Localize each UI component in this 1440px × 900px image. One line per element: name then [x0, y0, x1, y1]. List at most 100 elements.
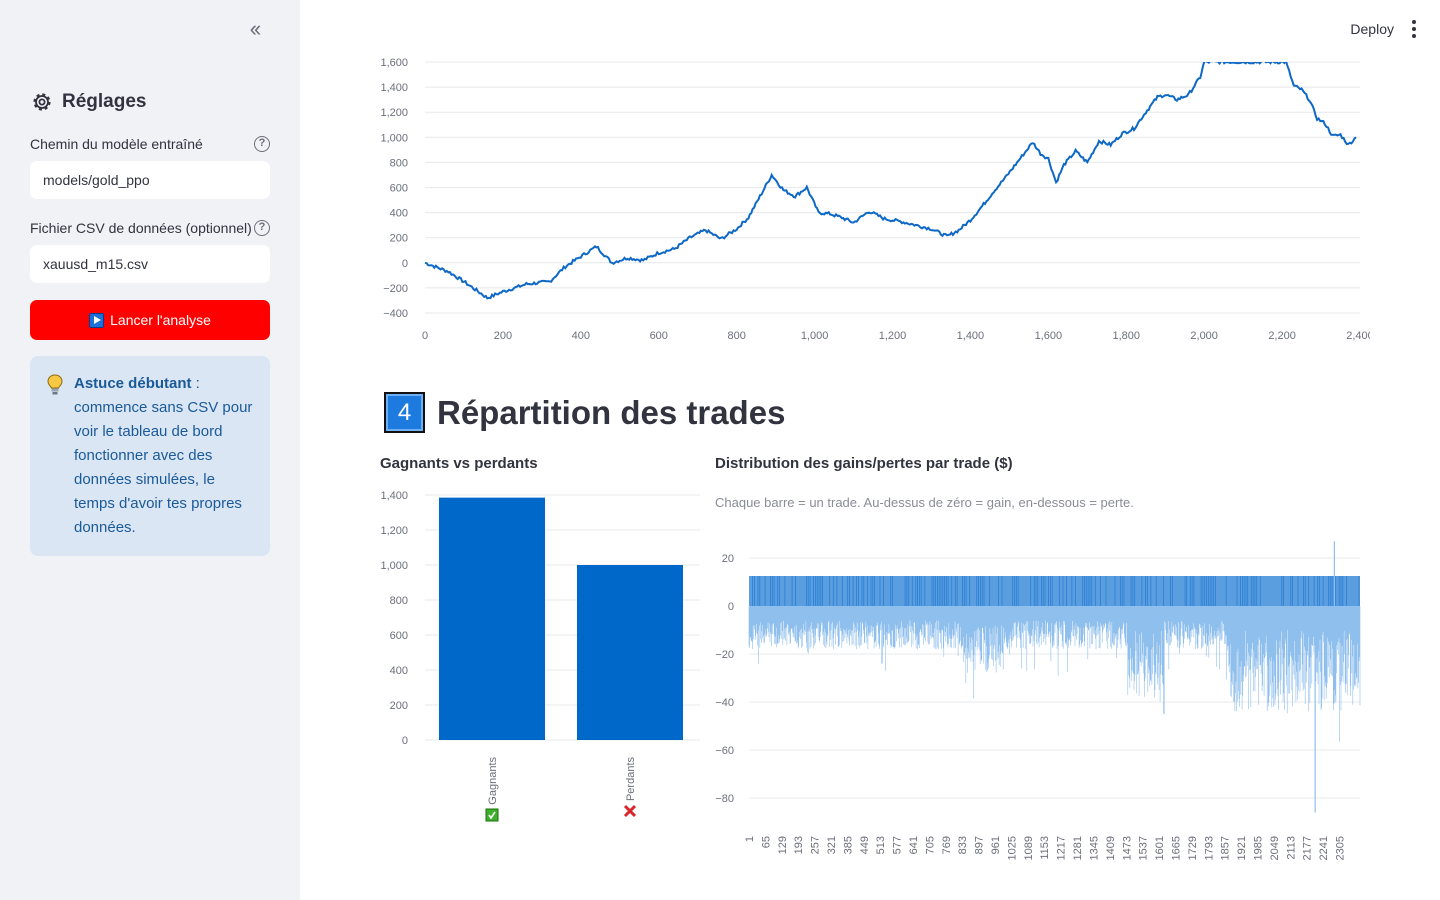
- model-help-icon[interactable]: ?: [254, 136, 270, 152]
- distribution-caption: Chaque barre = un trade. Au-dessus de zé…: [715, 495, 1134, 510]
- equity-x-tick: 400: [572, 330, 590, 342]
- dist-x-tick: 1153: [1039, 836, 1051, 860]
- equity-x-tick: 2,400: [1346, 330, 1370, 342]
- csv-file-input[interactable]: [30, 245, 270, 283]
- winloss-y-tick: 600: [390, 630, 408, 642]
- equity-x-tick: 1,600: [1035, 330, 1063, 342]
- winloss-x-tick: Perdants: [625, 757, 637, 802]
- model-path-input[interactable]: [30, 161, 270, 199]
- dist-x-tick: 2241: [1318, 836, 1330, 860]
- dist-x-tick: 1409: [1105, 836, 1117, 860]
- run-analysis-label: Lancer l'analyse: [110, 312, 211, 328]
- section-header: 4 Répartition des trades: [384, 392, 785, 433]
- winloss-y-tick: 0: [402, 735, 408, 747]
- win-loss-title: Gagnants vs perdants: [380, 455, 538, 472]
- winloss-x-tick: Gagnants: [487, 757, 499, 805]
- dist-x-tick: 2177: [1302, 836, 1314, 860]
- dist-x-tick: 257: [810, 836, 822, 854]
- distribution-chart: 20 0 −20 −40 −60 −80 1 65 129 193 257 321 385 449 513 5…: [715, 541, 1361, 860]
- dist-x-tick: 2113: [1285, 836, 1297, 860]
- dist-x-tick: 193: [793, 836, 805, 854]
- dist-x-tick: 1473: [1121, 836, 1133, 860]
- dist-y-tick: 20: [722, 553, 734, 565]
- more-menu-icon[interactable]: [1412, 20, 1416, 38]
- tip-bold: Astuce débutant: [74, 375, 192, 392]
- play-icon: [89, 312, 105, 328]
- equity-chart: 1,600 1,400 1,200 1,000 800 600 400 200 0 −200 −40…: [380, 57, 1370, 342]
- equity-x-tick: 2,200: [1268, 330, 1296, 342]
- winloss-y-tick: 1,200: [380, 525, 408, 537]
- equity-y-tick: −400: [383, 308, 408, 320]
- dist-x-tick: 1089: [1023, 836, 1035, 860]
- run-analysis-button[interactable]: Lancer l'analyse: [30, 300, 270, 340]
- dist-gain-bars: [752, 576, 1360, 606]
- dist-gain-band: [749, 576, 1360, 606]
- equity-y-tick: −200: [383, 283, 408, 295]
- dist-x-tick: 577: [892, 836, 904, 854]
- dist-x-tick: 1345: [1089, 836, 1101, 860]
- check-mark-icon: [485, 808, 499, 822]
- winloss-y-tick: 400: [390, 665, 408, 677]
- dist-x-tick: 1857: [1220, 836, 1232, 860]
- equity-x-tick: 1,800: [1112, 330, 1140, 342]
- deploy-button[interactable]: Deploy: [1350, 21, 1394, 37]
- dist-x-tick: 65: [760, 836, 772, 848]
- equity-x-tick: 200: [494, 330, 512, 342]
- distribution-title: Distribution des gains/pertes par trade …: [715, 455, 1013, 472]
- dist-extremes: [881, 541, 1335, 813]
- dist-x-tick: 1537: [1138, 836, 1150, 860]
- dist-x-tick: 705: [924, 836, 936, 854]
- tip-text: : commence sans CSV pour voir le tableau…: [74, 375, 253, 536]
- dist-x-tick: 1729: [1187, 836, 1199, 860]
- winloss-bar-gagnants: [439, 497, 545, 740]
- equity-y-tick: 1,200: [380, 107, 408, 119]
- sidebar-title: Réglages: [30, 90, 146, 114]
- dist-x-tick: 321: [826, 836, 838, 854]
- equity-x-tick: 600: [650, 330, 668, 342]
- dist-x-tick: 833: [957, 836, 969, 854]
- dist-x-tick: 1025: [1006, 836, 1018, 860]
- dist-x-tick: 1281: [1072, 836, 1084, 860]
- equity-x-tick: 1,400: [957, 330, 985, 342]
- win-loss-chart: 1,400 1,200 1,000 800 600 400 200 0 Gagnants Perd…: [380, 490, 700, 822]
- cross-mark-icon: [623, 804, 637, 818]
- dist-x-tick: 2049: [1269, 836, 1281, 860]
- lightbulb-icon: [47, 374, 63, 395]
- dist-x-tick: 449: [859, 836, 871, 854]
- winloss-y-tick: 1,400: [380, 490, 408, 502]
- collapse-sidebar-icon[interactable]: ‹‹: [249, 16, 262, 41]
- winloss-y-tick: 1,000: [380, 560, 408, 572]
- equity-x-tick: 2,000: [1190, 330, 1218, 342]
- dist-x-tick: 385: [842, 836, 854, 854]
- dist-x-tick: 129: [777, 836, 789, 854]
- equity-line: [424, 62, 1357, 300]
- equity-y-tick: 800: [390, 157, 408, 169]
- dist-loss-bars: [748, 606, 1361, 742]
- equity-y-tick: 600: [390, 183, 408, 195]
- dist-y-tick: −80: [715, 793, 734, 805]
- dist-x-tick: 1921: [1236, 836, 1248, 860]
- equity-x-tick: 0: [422, 330, 428, 342]
- dist-x-tick: 2305: [1335, 836, 1347, 860]
- model-path-label: Chemin du modèle entraîné: [30, 136, 203, 152]
- dist-y-tick: 0: [728, 601, 734, 613]
- dist-x-tick: 769: [941, 836, 953, 854]
- dist-x-tick: 513: [875, 836, 887, 854]
- gear-icon: [33, 93, 51, 111]
- equity-y-tick: 200: [390, 233, 408, 245]
- equity-y-tick: 1,600: [380, 57, 408, 69]
- dist-x-tick: 1217: [1056, 836, 1068, 860]
- dist-y-tick: −40: [715, 697, 734, 709]
- dist-y-tick: −20: [715, 649, 734, 661]
- csv-file-label: Fichier CSV de données (optionnel): [30, 220, 252, 236]
- dist-x-tick: 1601: [1154, 836, 1166, 860]
- equity-x-tick: 1,000: [801, 330, 829, 342]
- dist-x-tick: 1985: [1253, 836, 1265, 860]
- sidebar-title-text: Réglages: [62, 91, 147, 112]
- dist-x-tick: 1793: [1203, 836, 1215, 860]
- winloss-y-tick: 200: [390, 700, 408, 712]
- dist-y-tick: −60: [715, 745, 734, 757]
- dist-x-tick: 641: [908, 836, 920, 854]
- equity-y-tick: 1,000: [380, 132, 408, 144]
- csv-help-icon[interactable]: ?: [254, 220, 270, 236]
